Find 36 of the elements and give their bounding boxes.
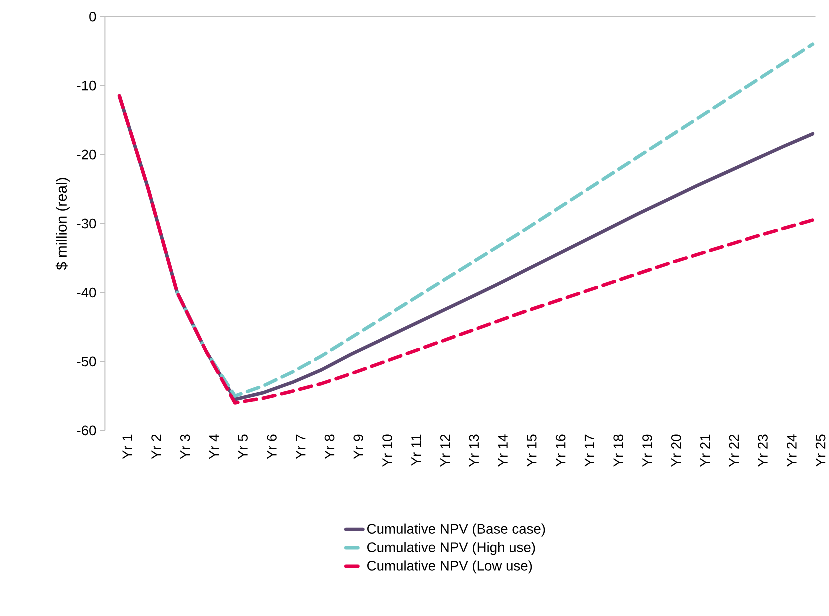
y-tick-label: -20 (77, 150, 96, 160)
x-tick-label: Yr 14 (498, 434, 508, 467)
x-tick-label: Yr 17 (584, 434, 594, 467)
y-tick-label: -50 (77, 356, 96, 366)
x-tick-label: Yr 21 (700, 434, 710, 467)
y-tick-label: -60 (77, 426, 96, 436)
legend-label: Cumulative NPV (Base case) (368, 524, 546, 537)
y-tick-label: -40 (77, 288, 96, 298)
x-tick-label: Yr 13 (469, 434, 480, 467)
x-tick-label: Yr 22 (729, 434, 739, 467)
x-tick-label: Yr 12 (440, 434, 450, 467)
x-tick-label: Yr 25 (816, 434, 826, 467)
x-tick-label: Yr 10 (382, 434, 392, 467)
y-axis-title: $ million (real) (56, 178, 70, 270)
y-tick-label: -30 (77, 218, 96, 229)
x-tick-label: Yr 6 (267, 434, 277, 460)
x-tick-label: Yr 4 (209, 434, 219, 460)
x-tick-label: Yr 24 (787, 434, 797, 467)
x-tick-label: Yr 5 (238, 434, 248, 460)
x-tick-label: Yr 16 (556, 434, 566, 467)
x-tick-label: Yr 3 (180, 434, 190, 460)
x-tick-label: Yr 15 (527, 434, 537, 467)
x-tick-label: Yr 8 (324, 434, 335, 460)
x-tick-label: Yr 2 (152, 434, 162, 460)
x-tick-label: Yr 23 (758, 434, 768, 467)
legend-label: Cumulative NPV (High use) (368, 542, 536, 556)
legend-label: Cumulative NPV (Low use) (368, 560, 532, 574)
x-tick-label: Yr 1 (122, 434, 132, 460)
x-tick-label: Yr 11 (412, 434, 422, 466)
y-tick-label: -10 (77, 80, 96, 91)
x-tick-label: Yr 9 (354, 434, 364, 460)
x-tick-label: Yr 7 (296, 434, 306, 460)
x-tick-label: Yr 18 (614, 434, 624, 467)
y-tick-label: 0 (90, 12, 96, 22)
x-tick-label: Yr 19 (642, 434, 652, 467)
x-tick-label: Yr 20 (671, 434, 682, 467)
